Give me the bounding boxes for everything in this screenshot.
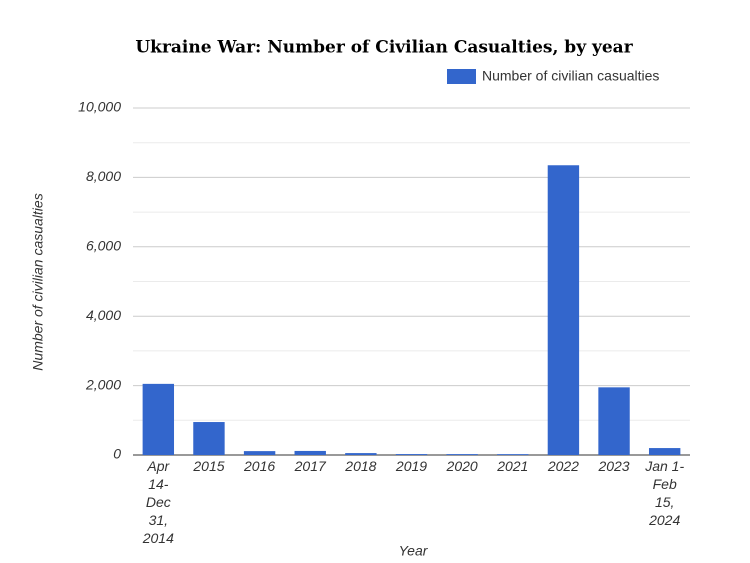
x-tick-label: 2020 xyxy=(446,458,478,474)
y-tick-label: 2,000 xyxy=(85,376,121,392)
x-axis-title: Year xyxy=(399,543,429,559)
bar xyxy=(648,448,681,455)
y-tick-label: 8,000 xyxy=(86,168,121,184)
x-tick-label: 2021 xyxy=(497,458,529,474)
y-axis-title: Number of civilian casualties xyxy=(30,193,46,370)
x-tick-label: 2022 xyxy=(547,458,579,474)
bar xyxy=(598,387,630,455)
x-tick-label: Jan 1-Feb 15, 2024 xyxy=(645,458,685,528)
y-tick-label: 10,000 xyxy=(78,99,121,115)
bar xyxy=(547,165,580,455)
bar xyxy=(497,454,529,455)
bar xyxy=(193,422,225,455)
x-tick-label: 2023 xyxy=(598,458,630,474)
bar xyxy=(446,454,478,455)
y-tick-label: 4,000 xyxy=(86,307,121,323)
bar xyxy=(142,383,175,455)
chart-title: Ukraine War: Number of Civilian Casualti… xyxy=(135,38,633,58)
x-tick-label: 2017 xyxy=(294,458,326,474)
bar xyxy=(395,454,428,455)
x-tick-label: 2019 xyxy=(395,458,428,474)
legend-label: Number of civilian casualties xyxy=(482,68,659,84)
bar xyxy=(294,450,326,455)
y-tick-label: 0 xyxy=(113,446,121,462)
x-tick-label: 2018 xyxy=(345,458,377,474)
bar xyxy=(345,453,377,455)
y-tick-label: 6,000 xyxy=(86,238,121,254)
x-tick-label: Apr 14-Dec 31, 2014 xyxy=(142,458,174,546)
x-tick-label: 2016 xyxy=(244,458,276,474)
legend-swatch xyxy=(447,69,476,84)
bar xyxy=(243,451,276,455)
x-tick-label: 2015 xyxy=(193,458,225,474)
